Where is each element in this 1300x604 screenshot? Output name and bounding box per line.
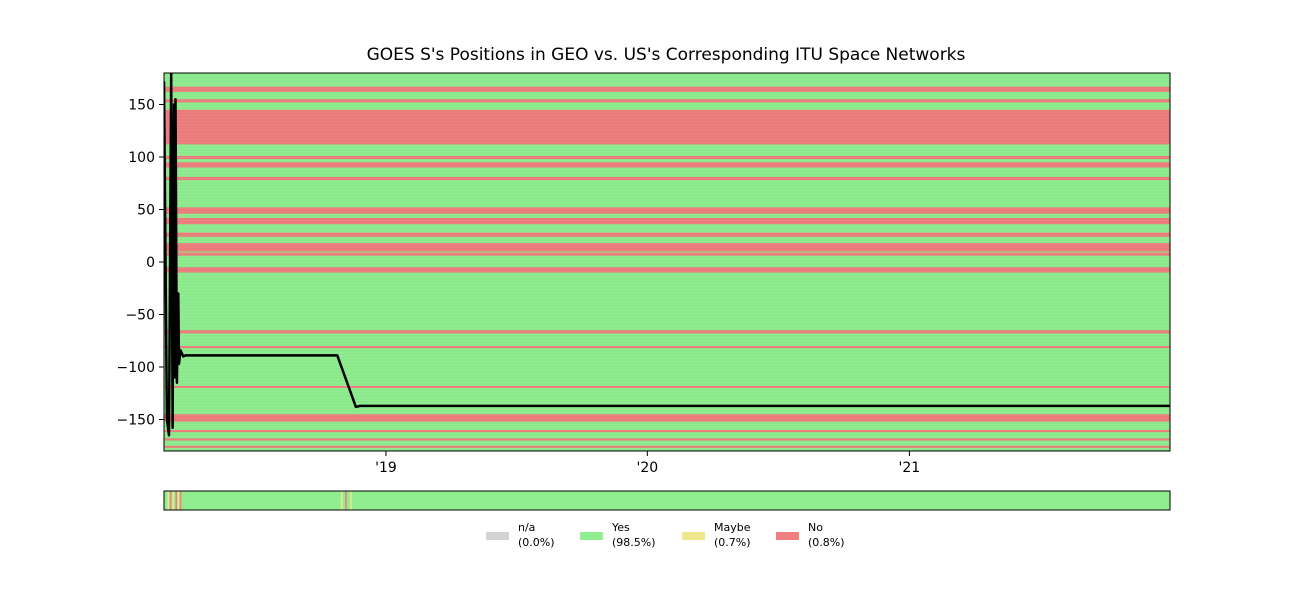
status-strip-mark-no [175, 491, 178, 510]
status-strip-mark-maybe [177, 491, 180, 510]
status-strip-mark-no [179, 491, 182, 510]
y-tick-label: 50 [137, 203, 155, 219]
no-band-6 [164, 176, 1170, 181]
no-band-0 [164, 267, 1170, 273]
x-axis: '19 '20 '21 [375, 451, 920, 476]
legend-pct-yes: (98.5%) [612, 536, 656, 549]
no-band-7 [164, 162, 1170, 168]
no-band-11 [164, 86, 1170, 92]
legend-swatch-no [776, 532, 799, 540]
plot-area [164, 73, 1170, 451]
y-tick-label: 0 [146, 255, 155, 271]
status-strip-mark-maybe [172, 491, 175, 510]
legend: n/a (0.0%) Yes (98.5%) Maybe (0.7%) No (0.8%) [486, 521, 845, 549]
no-band-16 [164, 430, 1170, 433]
no-band-1 [164, 252, 1170, 256]
no-band-layer [164, 86, 1170, 448]
no-band-5 [164, 207, 1170, 214]
status-strip [163, 490, 1171, 511]
no-band-17 [164, 438, 1170, 441]
y-tick-label: 150 [128, 98, 155, 114]
status-strip-marks [167, 491, 352, 510]
y-tick-label: −50 [125, 308, 155, 324]
y-axis: 150 100 50 0 −50 −100 −150 [117, 98, 164, 429]
y-tick-label: 100 [128, 150, 155, 166]
legend-label-maybe: Maybe [714, 521, 751, 534]
legend-pct-no: (0.8%) [808, 536, 845, 549]
legend-label-na: n/a [518, 521, 535, 534]
no-band-10 [164, 99, 1170, 103]
position-line [164, 73, 1170, 437]
status-strip-mark-no [169, 491, 172, 510]
x-tick-label: '20 [636, 460, 658, 476]
legend-label-yes: Yes [611, 521, 630, 534]
no-band-15 [164, 414, 1170, 422]
y-tick-label: −100 [117, 360, 155, 376]
status-strip-mark-no [345, 491, 347, 510]
status-strip-mark-maybe [350, 491, 352, 510]
legend-swatch-na [486, 532, 509, 540]
legend-pct-maybe: (0.7%) [714, 536, 751, 549]
chart-title: GOES S's Positions in GEO vs. US's Corre… [367, 45, 966, 65]
no-band-14 [164, 385, 1170, 388]
no-band-2 [164, 243, 1170, 252]
no-band-18 [164, 445, 1170, 448]
y-tick-label: −150 [117, 413, 155, 429]
status-strip-mark-maybe [167, 491, 170, 510]
no-band-12 [164, 330, 1170, 334]
legend-swatch-maybe [682, 532, 705, 540]
status-strip-background [164, 491, 1170, 510]
no-band-3 [164, 232, 1170, 237]
texture-stripe-layer [164, 74, 1170, 451]
no-band-13 [164, 346, 1170, 349]
no-band-9 [164, 109, 1170, 145]
legend-pct-na: (0.0%) [518, 536, 555, 549]
legend-swatch-yes [580, 532, 603, 540]
no-band-8 [164, 155, 1170, 160]
status-strip-mark-maybe [340, 491, 343, 510]
status-strip-frame [163, 490, 1171, 511]
x-tick-label: '21 [899, 460, 921, 476]
legend-label-no: No [808, 521, 823, 534]
x-tick-label: '19 [375, 460, 397, 476]
no-band-4 [164, 217, 1170, 225]
